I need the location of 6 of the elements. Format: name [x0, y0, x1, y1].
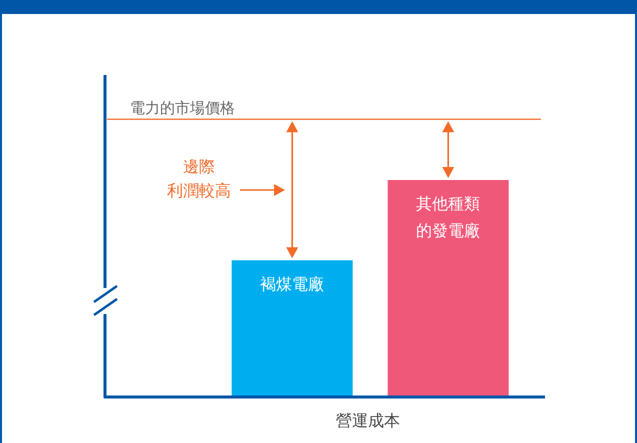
text: 邊際 — [183, 157, 215, 176]
x-tick-label: 褐煤電廠 — [260, 274, 324, 294]
annotation: 利潤較高 — [167, 181, 231, 200]
x-axis-title: 營運成本 — [336, 411, 400, 430]
x-tick-label: 其他種類的發電廠 — [416, 194, 480, 240]
ref-line-label: 電力的市場價格 — [130, 99, 235, 118]
